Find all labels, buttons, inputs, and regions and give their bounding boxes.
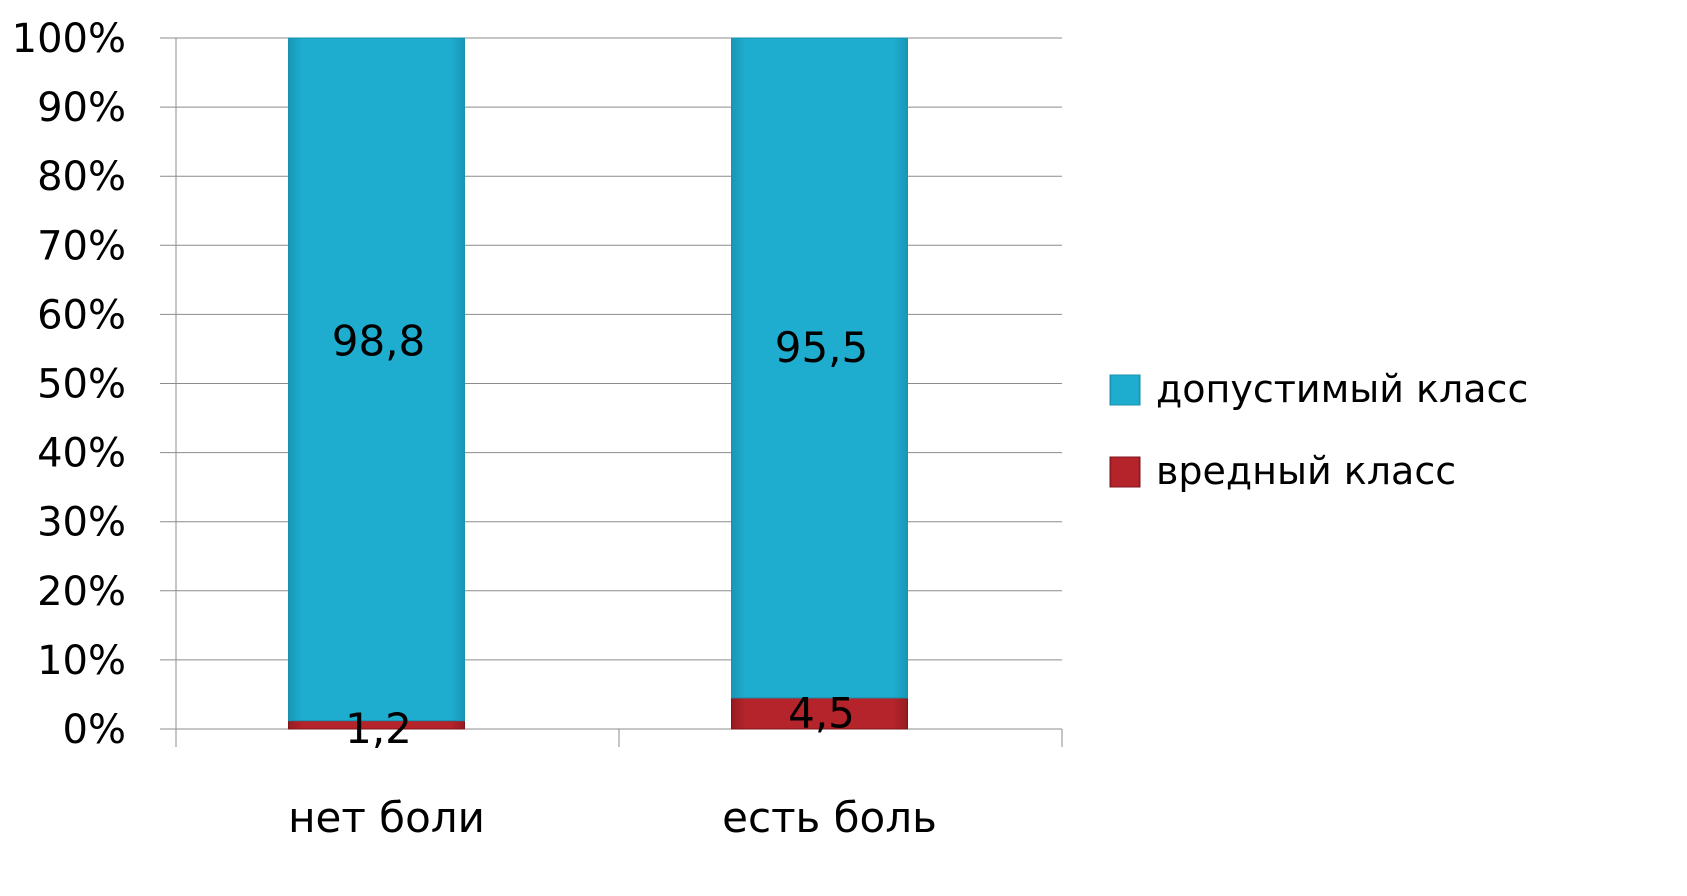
x-category-label: есть боль [722, 793, 937, 842]
legend-label: допустимый класс [1156, 367, 1528, 411]
bar-segment-acceptable [731, 37, 908, 699]
bar-segment-harmful [731, 697, 908, 730]
x-category-label: нет боли [288, 793, 485, 842]
data-label: 4,5 [788, 688, 855, 737]
bar-segment-acceptable [288, 37, 465, 722]
y-tick-label: 80% [37, 154, 126, 200]
legend: допустимый класс вредный класс [1109, 367, 1528, 493]
axes: 0% 10% 20% 30% 40% 50% 60% 70% 80% 90% 100% нет бол… [12, 16, 1063, 842]
bars [288, 37, 908, 730]
legend-swatch [1109, 374, 1141, 406]
data-label: 98,8 [332, 316, 426, 365]
y-tick-label: 60% [37, 292, 126, 338]
data-label: 95,5 [775, 323, 869, 372]
data-labels: 1,2 98,8 4,5 95,5 [332, 316, 869, 753]
legend-label: вредный класс [1156, 449, 1456, 493]
y-tick-label: 70% [37, 223, 126, 269]
y-tick-label: 50% [37, 362, 126, 408]
y-tick-label: 100% [12, 16, 126, 62]
y-tick-label: 90% [37, 85, 126, 131]
data-label: 1,2 [345, 704, 412, 753]
y-tick-label: 40% [37, 431, 126, 477]
y-tick-label: 20% [37, 569, 126, 615]
y-tick-label: 30% [37, 500, 126, 546]
y-tick-label: 0% [63, 707, 126, 753]
y-tick-label: 10% [37, 638, 126, 684]
legend-swatch [1109, 456, 1141, 488]
